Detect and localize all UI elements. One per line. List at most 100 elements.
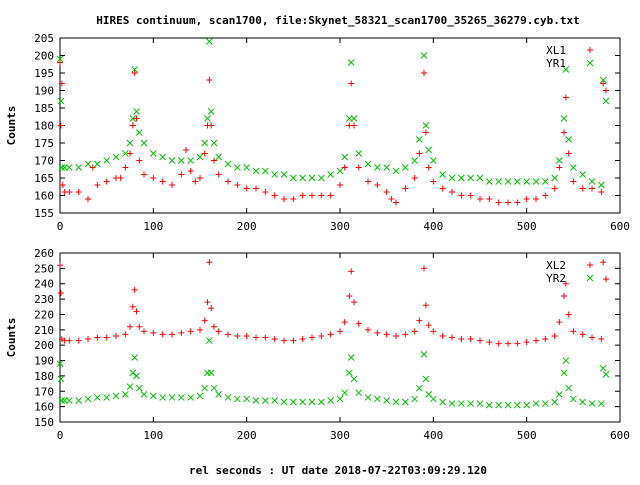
data-point (271, 192, 278, 199)
data-point (365, 178, 371, 185)
data-point (187, 168, 194, 174)
data-point (133, 115, 140, 122)
data-point (225, 178, 231, 185)
lower-y-tick-label: 180 (34, 370, 54, 383)
data-point (308, 398, 316, 406)
data-point (177, 157, 185, 164)
data-point (485, 178, 493, 185)
data-point (290, 337, 297, 344)
data-point (84, 160, 92, 168)
data-point (262, 189, 269, 195)
data-point (562, 94, 569, 101)
legend-label: XL1 (546, 44, 566, 57)
data-point (561, 129, 567, 136)
data-point (208, 122, 215, 129)
data-point (56, 55, 64, 63)
data-point (348, 268, 355, 275)
data-point (112, 153, 120, 161)
data-point (299, 174, 307, 182)
upper-x-tick-label: 600 (610, 220, 630, 233)
data-point (589, 334, 595, 341)
data-point (562, 280, 569, 287)
data-point (355, 320, 362, 327)
data-point (542, 336, 549, 343)
data-point (126, 139, 134, 147)
data-point (523, 196, 530, 202)
lower-x-tick-label: 200 (237, 429, 257, 442)
legend-label: YR2 (546, 272, 566, 285)
data-point (393, 332, 399, 339)
data-point (579, 171, 587, 178)
lower-y-tick-label: 200 (34, 339, 54, 352)
upper-y-tick-label: 165 (34, 172, 54, 185)
data-point (289, 398, 297, 406)
data-point (183, 147, 189, 153)
data-point (261, 167, 269, 175)
data-point (495, 178, 503, 185)
data-point (280, 171, 288, 178)
data-point (416, 150, 423, 157)
data-point (495, 340, 502, 347)
data-point (430, 178, 437, 185)
data-point (177, 394, 185, 401)
data-point (336, 395, 344, 403)
data-point (603, 87, 609, 94)
data-point (336, 167, 344, 175)
data-point (205, 337, 213, 344)
data-point (93, 160, 101, 168)
data-point (467, 174, 475, 182)
data-point (569, 164, 577, 171)
data-point (504, 401, 512, 409)
data-point (383, 331, 390, 338)
legend-label: YR1 (546, 57, 566, 70)
data-point (150, 329, 157, 336)
data-point (149, 392, 157, 400)
data-point (327, 192, 334, 199)
upper-y-tick-label: 160 (34, 190, 54, 203)
data-point (337, 182, 343, 188)
data-point (551, 398, 559, 406)
data-point (588, 178, 596, 185)
legend-marker (587, 47, 593, 53)
data-point (486, 196, 493, 202)
data-point (555, 157, 563, 164)
data-point (541, 400, 549, 407)
data-point (448, 174, 456, 182)
upper-y-tick-label: 180 (34, 120, 54, 133)
chart-title: HIRES continuum, scan1700, file:Skynet_5… (96, 14, 579, 27)
data-point (129, 122, 136, 129)
lower-y-tick-label: 210 (34, 324, 54, 337)
data-point (514, 199, 521, 206)
data-point (57, 289, 64, 296)
data-point (551, 332, 558, 339)
data-point (75, 337, 82, 344)
data-point (150, 175, 157, 181)
data-point (421, 265, 427, 272)
data-point (402, 331, 409, 338)
data-point (122, 164, 129, 171)
data-point (131, 70, 138, 76)
data-point (211, 323, 217, 330)
data-point (85, 336, 91, 343)
data-point (422, 302, 429, 309)
data-point (523, 401, 531, 409)
data-point (600, 80, 607, 87)
data-point (169, 331, 175, 338)
data-point (365, 326, 371, 333)
lower-y-tick-label: 240 (34, 278, 54, 291)
data-point (261, 397, 269, 404)
data-point (600, 259, 607, 266)
data-point (513, 178, 521, 185)
data-point (327, 397, 335, 404)
data-point (317, 398, 325, 406)
data-point (135, 129, 143, 136)
data-point (597, 400, 605, 407)
data-point (351, 122, 357, 129)
data-point (149, 150, 157, 157)
data-point (422, 375, 430, 383)
data-point (131, 354, 139, 361)
data-point (112, 392, 120, 400)
data-point (308, 174, 316, 182)
data-point (393, 199, 399, 206)
data-point (141, 171, 147, 178)
